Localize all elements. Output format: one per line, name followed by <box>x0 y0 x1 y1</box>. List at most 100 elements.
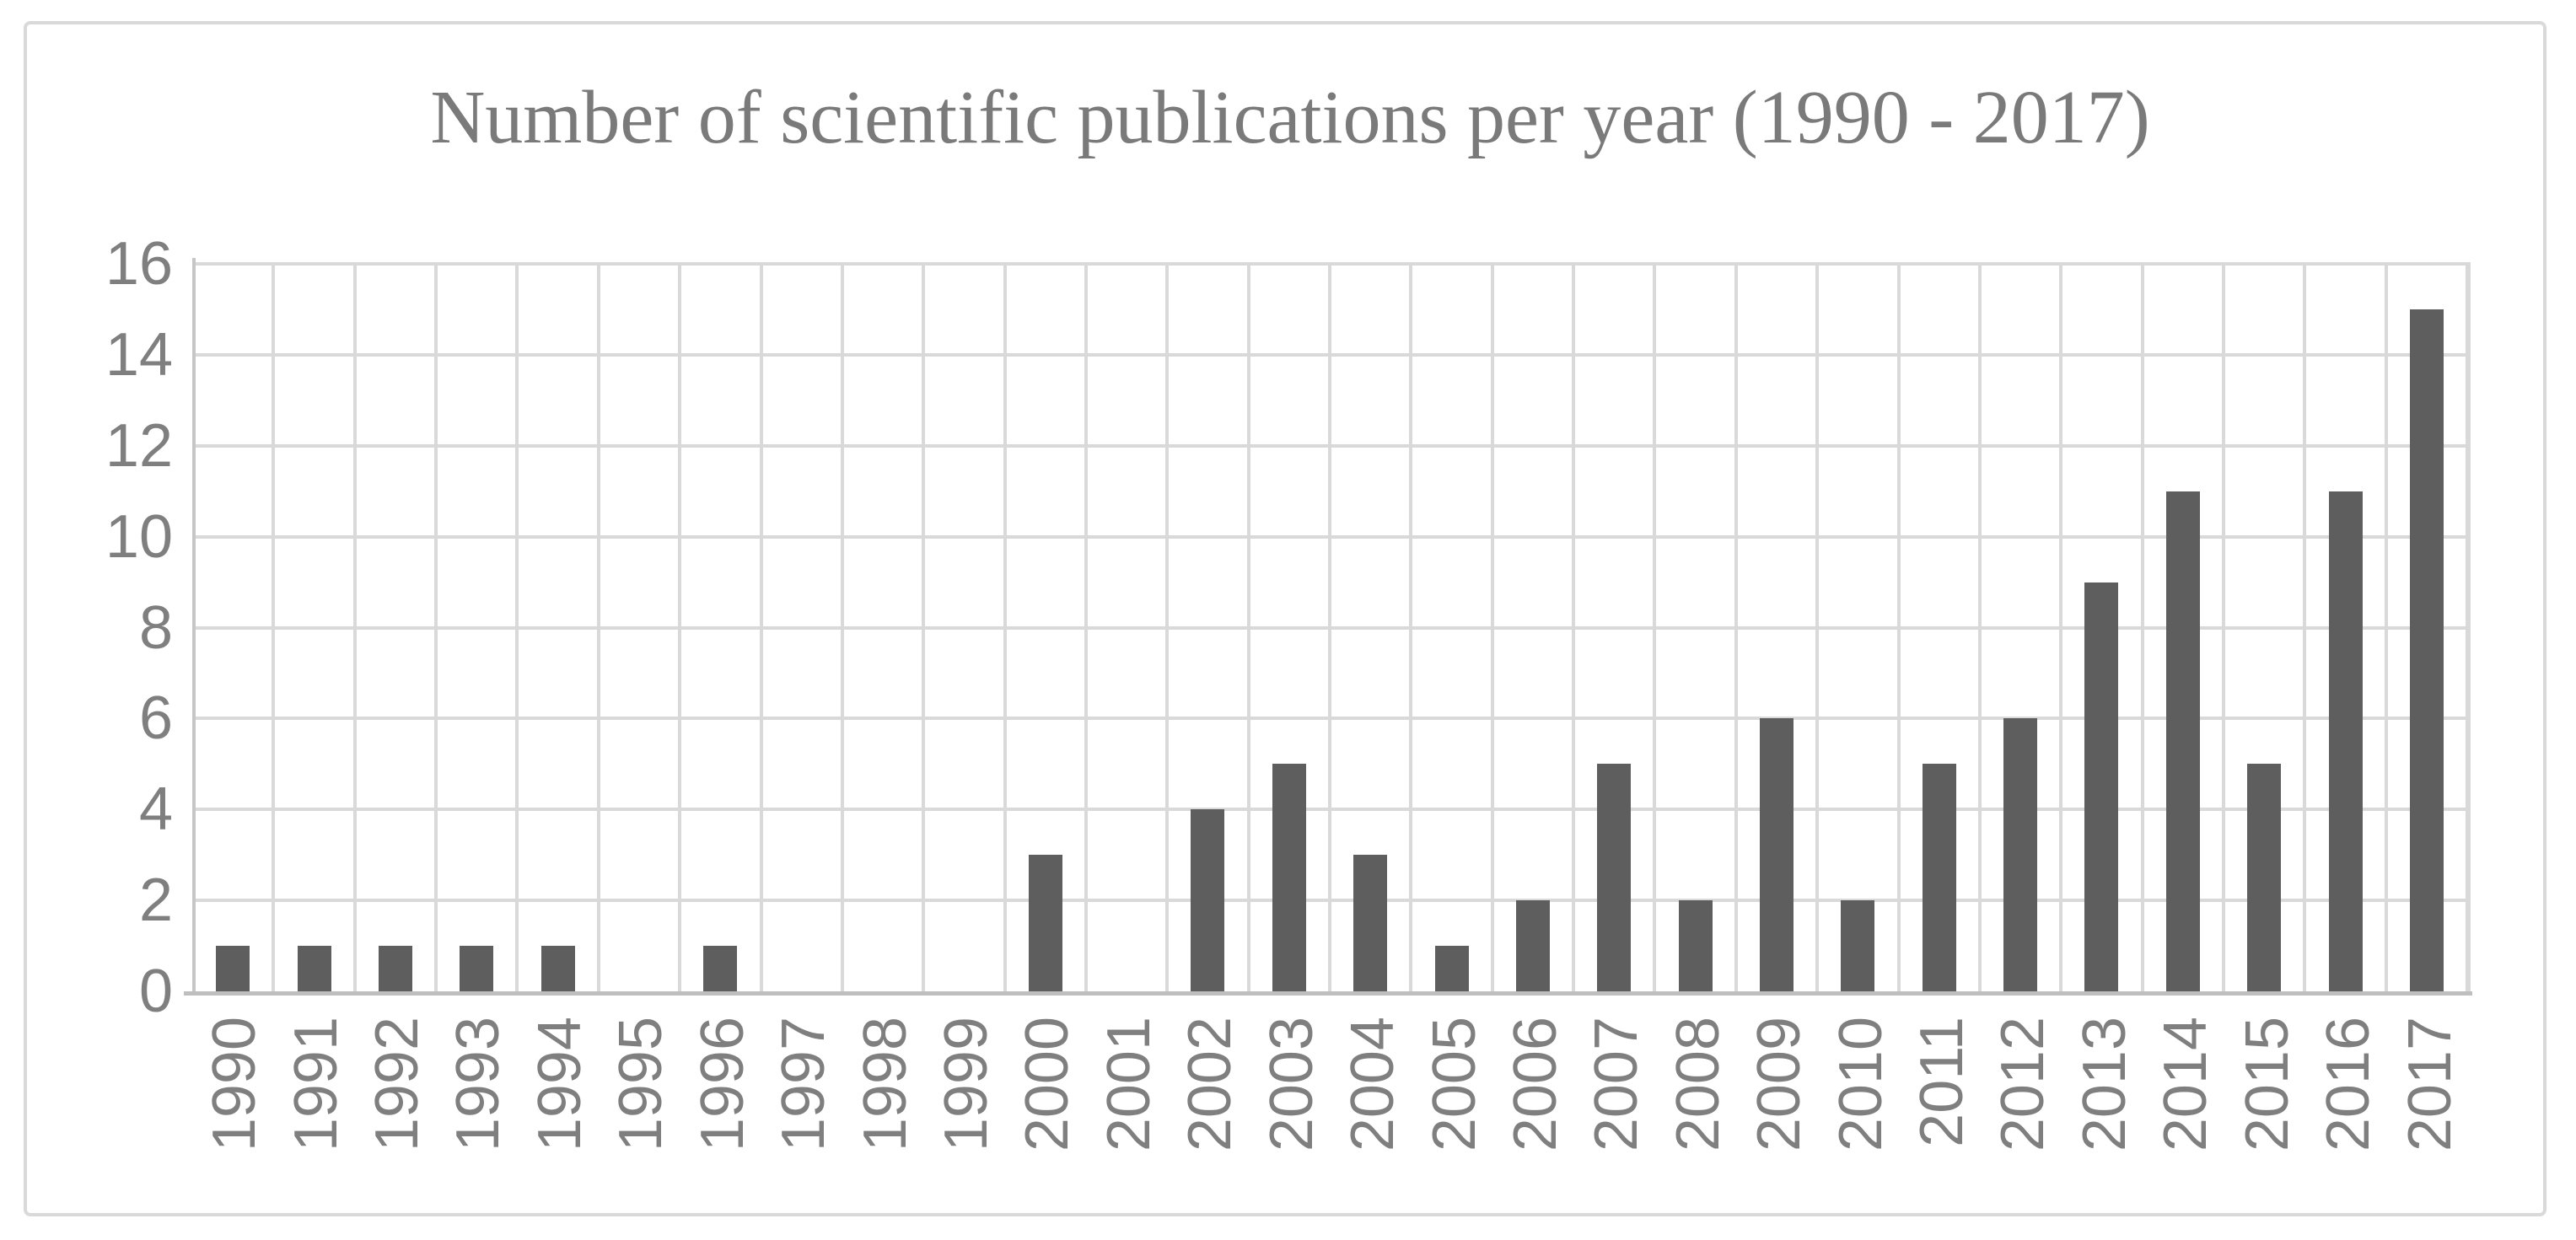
bar-2003 <box>1272 764 1306 991</box>
bar-2006 <box>1515 900 1550 991</box>
x-axis-tick-1995: 1995 <box>600 1017 681 1215</box>
x-axis-tick-1996: 1996 <box>682 1017 763 1215</box>
x-axis-tick-2003: 2003 <box>1250 1017 1331 1215</box>
grid-column-2006 <box>1494 264 1576 991</box>
x-axis-tick-label: 2006 <box>1501 1017 1569 1152</box>
x-axis-tick-2012: 2012 <box>1982 1017 2063 1215</box>
y-axis-tick-label: 16 <box>105 230 173 298</box>
x-axis-tick-label: 2017 <box>2396 1017 2464 1152</box>
grid-column-2009 <box>1738 264 1820 991</box>
x-axis-tick-label: 2004 <box>1339 1017 1407 1152</box>
bar-2000 <box>1028 855 1062 991</box>
horizontal-gridline <box>194 262 2471 266</box>
bar-1996 <box>703 946 738 991</box>
x-axis-tick-label: 1995 <box>607 1017 675 1152</box>
horizontal-gridline <box>194 625 2471 630</box>
bar-2011 <box>1922 764 1956 991</box>
bar-1992 <box>378 946 412 991</box>
grid-column-1990 <box>194 264 276 991</box>
y-axis-tick-label: 8 <box>138 593 173 662</box>
horizontal-gridline <box>194 808 2471 812</box>
x-axis-tick-1994: 1994 <box>519 1017 600 1215</box>
x-axis-tick-1990: 1990 <box>194 1017 275 1215</box>
horizontal-gridline <box>194 352 2471 357</box>
x-axis-tick-label: 2001 <box>1094 1017 1163 1152</box>
x-axis-tick-2015: 2015 <box>2227 1017 2308 1215</box>
grid-column-2016 <box>2306 264 2388 991</box>
x-axis-tick-label: 2003 <box>1257 1017 1326 1152</box>
x-axis-tick-label: 2010 <box>1826 1017 1895 1152</box>
bar-2008 <box>1678 900 1713 991</box>
x-axis-tick-label: 2002 <box>1176 1017 1245 1152</box>
gridlines <box>194 262 2471 991</box>
y-axis-line <box>192 258 196 991</box>
x-axis-tick-label: 1993 <box>444 1017 513 1152</box>
bar-columns <box>194 264 2471 991</box>
x-axis-tick-1991: 1991 <box>275 1017 356 1215</box>
x-axis-tick-1993: 1993 <box>438 1017 519 1215</box>
x-axis-tick-1998: 1998 <box>844 1017 925 1215</box>
grid-column-1997 <box>763 264 844 991</box>
x-axis-tick-2004: 2004 <box>1332 1017 1413 1215</box>
x-axis-tick-label: 1996 <box>688 1017 756 1152</box>
y-axis-tick-label: 14 <box>105 320 173 389</box>
x-axis-tick-2016: 2016 <box>2308 1017 2389 1215</box>
bar-2016 <box>2328 491 2363 991</box>
bar-1991 <box>297 946 331 991</box>
bar-2005 <box>1434 946 1469 991</box>
bar-2012 <box>2003 718 2038 991</box>
grid-column-1992 <box>357 264 438 991</box>
grid-column-2011 <box>1901 264 1982 991</box>
grid-column-1991 <box>275 264 357 991</box>
x-axis-tick-label: 1994 <box>525 1017 594 1152</box>
grid-column-2012 <box>1982 264 2063 991</box>
x-axis-tick-label: 2013 <box>2070 1017 2138 1152</box>
x-axis-tick-1999: 1999 <box>926 1017 1007 1215</box>
grid-column-2000 <box>1007 264 1088 991</box>
x-axis-tick-2011: 2011 <box>1901 1017 1982 1215</box>
grid-column-2013 <box>2062 264 2144 991</box>
x-axis-tick-2001: 2001 <box>1089 1017 1170 1215</box>
x-axis-tick-label: 2007 <box>1583 1017 1651 1152</box>
x-axis-tick-label: 2015 <box>2233 1017 2301 1152</box>
grid-column-2003 <box>1250 264 1332 991</box>
grid-column-2010 <box>1819 264 1901 991</box>
bar-2015 <box>2247 764 2282 991</box>
bar-2013 <box>2084 582 2119 991</box>
grid-column-1996 <box>681 264 763 991</box>
x-axis-tick-label: 2008 <box>1664 1017 1732 1152</box>
bar-2014 <box>2165 491 2200 991</box>
x-axis-tick-label: 2000 <box>1014 1017 1082 1152</box>
bar-2007 <box>1597 764 1632 991</box>
y-axis-tick-label: 10 <box>105 502 173 571</box>
chart-frame-border <box>24 21 2546 1216</box>
x-axis-tick-2010: 2010 <box>1820 1017 1901 1215</box>
x-axis-tick-label: 2012 <box>1989 1017 2057 1152</box>
bar-2002 <box>1191 809 1225 991</box>
x-axis-tick-1997: 1997 <box>763 1017 844 1215</box>
x-axis-tick-2017: 2017 <box>2389 1017 2470 1215</box>
y-axis-tick-label: 6 <box>138 684 173 753</box>
y-axis-tick-label: 4 <box>138 776 173 844</box>
y-axis-tick-label: 2 <box>138 867 173 935</box>
chart-title: Number of scientific publications per ye… <box>430 76 2150 159</box>
x-axis-tick-label: 1999 <box>933 1017 1000 1152</box>
grid-column-1993 <box>438 264 519 991</box>
x-axis-tick-2014: 2014 <box>2145 1017 2226 1215</box>
bar-1994 <box>540 946 575 991</box>
horizontal-gridline <box>194 899 2471 903</box>
x-axis-tick-2006: 2006 <box>1495 1017 1576 1215</box>
grid-column-2004 <box>1331 264 1413 991</box>
grid-column-2017 <box>2388 264 2471 991</box>
bar-2017 <box>2409 309 2444 991</box>
x-axis-tick-label: 1992 <box>363 1017 432 1152</box>
x-axis-tick-2007: 2007 <box>1576 1017 1657 1215</box>
grid-column-2002 <box>1169 264 1250 991</box>
bar-1990 <box>216 946 250 991</box>
x-axis-tick-label: 2011 <box>1908 1017 1976 1147</box>
x-axis-tick-2000: 2000 <box>1007 1017 1088 1215</box>
horizontal-gridline <box>194 534 2471 539</box>
x-axis-tick-2005: 2005 <box>1413 1017 1494 1215</box>
x-axis-line <box>184 991 2472 996</box>
grid-column-2001 <box>1088 264 1170 991</box>
